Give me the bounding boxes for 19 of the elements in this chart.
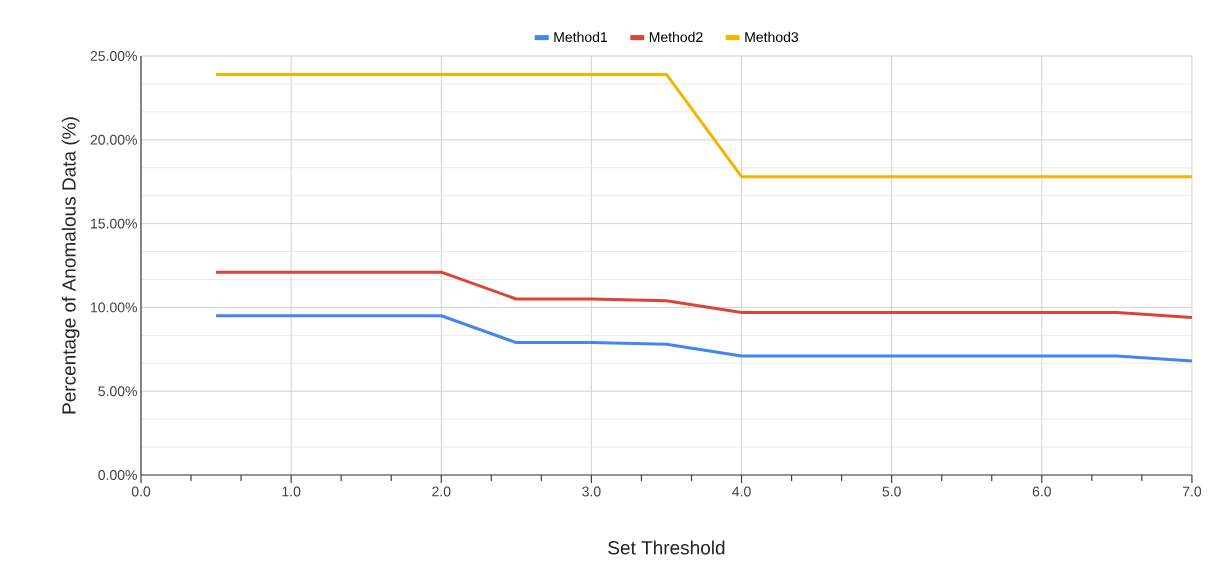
y-tick-label: 15.00% <box>91 218 137 229</box>
y-tick-label: 25.00% <box>90 51 137 61</box>
y-axis-title: Percentage of Anomalous Data (%) <box>61 117 80 414</box>
x-tick-label: 5.0 <box>882 486 901 497</box>
x-tick-label: 7.0 <box>1182 486 1202 497</box>
legend-label: Method1 <box>554 31 608 43</box>
x-tick-label: 0.0 <box>131 486 151 497</box>
x-tick-label: 1.0 <box>282 486 301 497</box>
x-tick-label: 4.0 <box>732 486 751 497</box>
y-tick-label: 10.00% <box>91 302 137 313</box>
y-tick-label: 0.00% <box>98 470 137 480</box>
y-tick-label: 20.00% <box>90 134 137 145</box>
y-tick-label: 5.00% <box>98 386 137 397</box>
x-tick-label: 2.0 <box>432 486 451 497</box>
x-axis-title: Set Threshold <box>608 540 725 555</box>
x-tick-label: 3.0 <box>582 486 601 497</box>
x-tick-label: 6.0 <box>1032 486 1051 497</box>
legend-label: Method2 <box>649 31 703 43</box>
legend-label: Method3 <box>745 31 799 43</box>
